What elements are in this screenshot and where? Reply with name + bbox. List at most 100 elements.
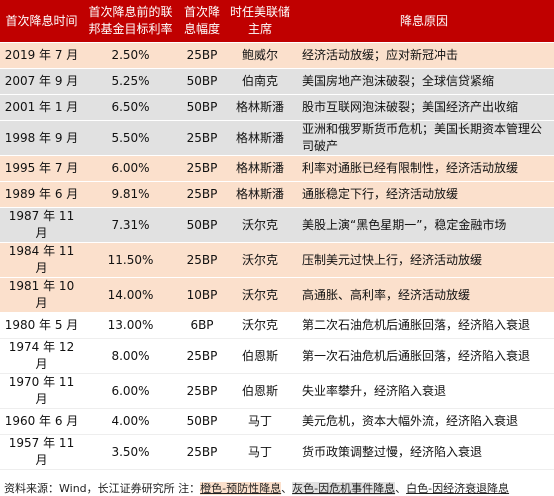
table-cell: 美国房地产泡沫破裂；全球信贷紧缩 (294, 68, 554, 95)
table-cell: 1998 年 9 月 (0, 120, 83, 156)
table-cell: 25BP (178, 181, 226, 208)
table-cell: 伯恩斯 (226, 373, 294, 409)
table-cell: 6.50% (83, 94, 178, 121)
table-cell: 亚洲和俄罗斯货币危机；美国长期资本管理公司破产 (294, 120, 554, 156)
table-cell: 第二次石油危机后通胀回落，经济陷入衰退 (294, 312, 554, 339)
table-row: 1980 年 5 月 13.00% 6BP 沃尔克 第二次石油危机后通胀回落，经济陷入衰… (0, 312, 554, 339)
table-cell: 5.50% (83, 120, 178, 156)
table-cell: 压制美元过快上行，经济活动放缓 (294, 242, 554, 278)
table-cell: 高通胀、高利率，经济活动放缓 (294, 277, 554, 313)
header-cell: 首次降息前的联邦基金目标利率 (83, 0, 178, 43)
table-cell: 1989 年 6 月 (0, 181, 83, 208)
table-cell: 1995 年 7 月 (0, 155, 83, 182)
table-row: 1984 年 11 月 11.50% 25BP 沃尔克 压制美元过快上行，经济活动放缓 (0, 242, 554, 278)
table-cell: 1981 年 10 月 (0, 277, 83, 313)
table-cell: 3.50% (83, 434, 178, 470)
table-row: 1981 年 10 月 14.00% 10BP 沃尔克 高通胀、高利率，经济活动放缓 (0, 277, 554, 313)
table-cell: 格林斯潘 (226, 120, 294, 156)
table-cell: 2001 年 1 月 (0, 94, 83, 121)
table-cell: 7.31% (83, 207, 178, 243)
table-cell: 25BP (178, 338, 226, 374)
table-cell: 1974 年 12 月 (0, 338, 83, 374)
separator: 、 (395, 482, 407, 495)
table-cell: 沃尔克 (226, 207, 294, 243)
table-cell: 5.25% (83, 68, 178, 95)
table-cell: 利率对通胀已经有限制性，经济活动放缓 (294, 155, 554, 182)
table-cell: 50BP (178, 207, 226, 243)
table-cell: 4.00% (83, 408, 178, 435)
rate-cut-table: 首次降息时间 首次降息前的联邦基金目标利率 首次降息幅度 时任美联储主席 降息原因 20… (0, 0, 554, 470)
table-cell: 沃尔克 (226, 277, 294, 313)
table-cell: 1984 年 11 月 (0, 242, 83, 278)
table-cell: 1970 年 11 月 (0, 373, 83, 409)
table-row: 1974 年 12 月 8.00% 25BP 伯恩斯 第一次石油危机后通胀回落，经济陷入… (0, 338, 554, 374)
table-cell: 货币政策调整过慢，经济陷入衰退 (294, 434, 554, 470)
table-cell: 50BP (178, 94, 226, 121)
table-cell: 2007 年 9 月 (0, 68, 83, 95)
table-cell: 13.00% (83, 312, 178, 339)
legend-item: 灰色-因危机事件降息 (292, 482, 396, 495)
table-cell: 10BP (178, 277, 226, 313)
source: 资料来源：Wind，长江证券研究所 (4, 482, 175, 495)
table-cell: 失业率攀升，经济陷入衰退 (294, 373, 554, 409)
header-row: 首次降息时间 首次降息前的联邦基金目标利率 首次降息幅度 时任美联储主席 降息原因 (0, 0, 554, 43)
table-cell: 通胀稳定下行，经济活动放缓 (294, 181, 554, 208)
table-cell: 25BP (178, 434, 226, 470)
header-cell: 时任美联储主席 (226, 0, 294, 43)
table-cell: 格林斯潘 (226, 94, 294, 121)
table-cell: 50BP (178, 68, 226, 95)
table-cell: 经济活动放缓；应对新冠冲击 (294, 42, 554, 69)
table-cell: 25BP (178, 373, 226, 409)
table-cell: 伯南克 (226, 68, 294, 95)
table-cell: 沃尔克 (226, 312, 294, 339)
table-cell: 格林斯潘 (226, 155, 294, 182)
table-row: 1987 年 11 月 7.31% 50BP 沃尔克 美股上演“黑色星期一”，稳定金融市… (0, 207, 554, 243)
table-cell: 25BP (178, 42, 226, 69)
table-cell: 25BP (178, 120, 226, 156)
table-cell: 1980 年 5 月 (0, 312, 83, 339)
table-cell: 9.81% (83, 181, 178, 208)
table-cell: 伯恩斯 (226, 338, 294, 374)
table-cell: 25BP (178, 242, 226, 278)
table-cell: 6.00% (83, 373, 178, 409)
table-cell: 马丁 (226, 408, 294, 435)
table-cell: 第一次石油危机后通胀回落，经济陷入衰退 (294, 338, 554, 374)
table-row: 2019 年 7 月 2.50% 25BP 鲍威尔 经济活动放缓；应对新冠冲击 (0, 42, 554, 69)
table-cell: 2019 年 7 月 (0, 42, 83, 69)
table-row: 1998 年 9 月 5.50% 25BP 格林斯潘 亚洲和俄罗斯货币危机；美国长期资本… (0, 120, 554, 156)
table-cell: 1960 年 6 月 (0, 408, 83, 435)
table-cell: 格林斯潘 (226, 181, 294, 208)
table-row: 1970 年 11 月 6.00% 25BP 伯恩斯 失业率攀升，经济陷入衰退 (0, 373, 554, 409)
table-row: 1960 年 6 月 4.00% 50BP 马丁 美元危机，资本大幅外流，经济陷入衰退 (0, 408, 554, 435)
table-cell: 6.00% (83, 155, 178, 182)
header-cell: 降息原因 (294, 0, 554, 43)
table-cell: 8.00% (83, 338, 178, 374)
table-cell: 股市互联网泡沫破裂；美国经济产出收缩 (294, 94, 554, 121)
table-row: 2001 年 1 月 6.50% 50BP 格林斯潘 股市互联网泡沫破裂；美国经济产出收… (0, 94, 554, 121)
table-body: 2019 年 7 月 2.50% 25BP 鲍威尔 经济活动放缓；应对新冠冲击 2007 … (0, 42, 554, 470)
table-cell: 沃尔克 (226, 242, 294, 278)
table-cell: 美股上演“黑色星期一”，稳定金融市场 (294, 207, 554, 243)
table-row: 2007 年 9 月 5.25% 50BP 伯南克 美国房地产泡沫破裂；全球信贷紧缩 (0, 68, 554, 95)
legend-item: 白色-因经济衰退降息 (406, 482, 510, 495)
table-row: 1989 年 6 月 9.81% 25BP 格林斯潘 通胀稳定下行，经济活动放缓 (0, 181, 554, 208)
table-cell: 美元危机，资本大幅外流，经济陷入衰退 (294, 408, 554, 435)
table-cell: 6BP (178, 312, 226, 339)
table-row: 1957 年 11 月 3.50% 25BP 马丁 货币政策调整过慢，经济陷入衰退 (0, 434, 554, 470)
table-cell: 鲍威尔 (226, 42, 294, 69)
table-cell: 2.50% (83, 42, 178, 69)
table-cell: 马丁 (226, 434, 294, 470)
legend-item: 橙色-预防性降息 (200, 482, 282, 495)
table-cell: 14.00% (83, 277, 178, 313)
table-cell: 1987 年 11 月 (0, 207, 83, 243)
note-label: 注： (178, 482, 201, 495)
table-cell: 50BP (178, 408, 226, 435)
footer: 资料来源：Wind，长江证券研究所 注：橙色-预防性降息、灰色-因危机事件降息、… (0, 480, 554, 496)
header-cell: 首次降息时间 (0, 0, 83, 43)
table-cell: 1957 年 11 月 (0, 434, 83, 470)
header-cell: 首次降息幅度 (178, 0, 226, 43)
table-cell: 25BP (178, 155, 226, 182)
separator: 、 (281, 482, 293, 495)
table-row: 1995 年 7 月 6.00% 25BP 格林斯潘 利率对通胀已经有限制性，经济活动放… (0, 155, 554, 182)
